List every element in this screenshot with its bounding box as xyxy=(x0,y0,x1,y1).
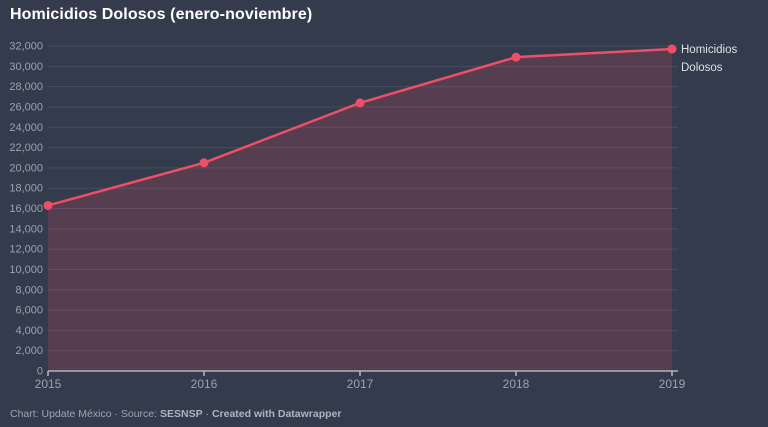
data-point[interactable] xyxy=(511,52,521,62)
y-axis-label: 28,000 xyxy=(9,81,43,93)
x-axis-labels: 2015 2016 2017 2018 2019 xyxy=(35,377,686,391)
data-point[interactable] xyxy=(199,158,209,168)
chart-footer: Chart: Update México · Source: SESNSP · … xyxy=(10,408,341,420)
y-axis-label: 16,000 xyxy=(9,203,43,215)
data-point[interactable] xyxy=(355,98,365,108)
y-axis-label: 8,000 xyxy=(15,284,43,296)
data-points xyxy=(43,44,677,210)
series-label: Dolosos xyxy=(681,62,723,74)
y-axis-label: 10,000 xyxy=(9,264,43,276)
y-axis-label: 14,000 xyxy=(9,223,43,235)
data-point[interactable] xyxy=(667,44,677,54)
y-axis-label: 12,000 xyxy=(9,244,43,256)
area-fill xyxy=(48,49,672,371)
y-axis-label: 20,000 xyxy=(9,162,43,174)
x-axis-ticks xyxy=(47,371,673,376)
x-axis-label: 2018 xyxy=(503,377,530,391)
y-axis-label: 6,000 xyxy=(15,305,43,317)
x-axis-label: 2019 xyxy=(659,377,686,391)
footer-separator: · xyxy=(202,408,212,420)
y-axis-labels: 0 2,000 4,000 6,000 8,000 10,000 12,000 14,000 1… xyxy=(9,41,43,378)
chart-title: Homicidios Dolosos (enero-noviembre) xyxy=(10,6,313,23)
x-axis-label: 2017 xyxy=(347,377,374,391)
footer-source: SESNSP xyxy=(159,408,203,420)
y-axis-label: 30,000 xyxy=(9,61,43,73)
y-axis-label: 22,000 xyxy=(9,142,43,154)
x-axis-label: 2015 xyxy=(35,377,62,391)
footer-credit: Created with Datawrapper xyxy=(211,408,342,420)
gridlines xyxy=(48,45,678,352)
y-axis-label: 24,000 xyxy=(9,122,43,134)
y-axis-label: 18,000 xyxy=(9,183,43,195)
series-label: Homicidios xyxy=(681,44,737,56)
y-axis-label: 26,000 xyxy=(9,101,43,113)
data-point[interactable] xyxy=(43,200,53,210)
y-axis-label: 2,000 xyxy=(15,345,43,357)
y-axis-label: 0 xyxy=(37,366,43,378)
y-axis-label: 32,000 xyxy=(9,41,43,53)
footer-attribution: Chart: Update México · Source: xyxy=(10,408,160,420)
y-axis-label: 4,000 xyxy=(15,325,43,337)
x-axis-label: 2016 xyxy=(191,377,218,391)
